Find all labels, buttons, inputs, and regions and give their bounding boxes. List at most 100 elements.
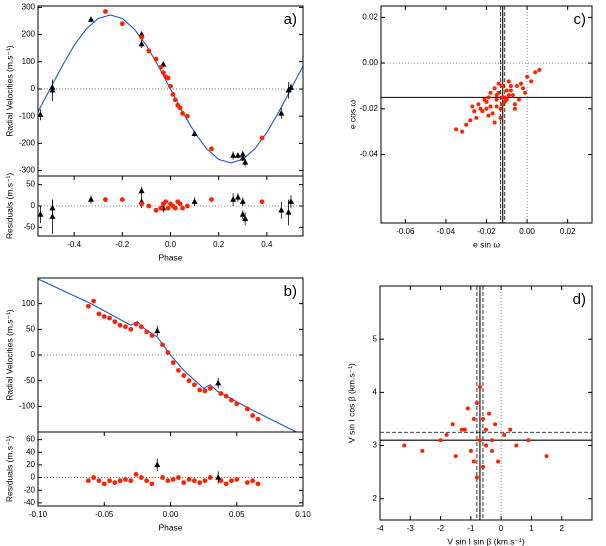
x-tick-label: 0.0 — [165, 240, 177, 249]
data-point — [508, 83, 513, 88]
data-point — [477, 385, 482, 390]
y-tick-label: 0 — [31, 201, 36, 210]
y-tick-label: 4 — [373, 387, 378, 396]
y-tick-label: 20 — [26, 460, 35, 469]
data-point — [138, 31, 145, 37]
data-point — [500, 102, 505, 107]
data-point — [239, 154, 246, 161]
x-tick-label: -0.05 — [95, 510, 114, 519]
panel-label: a) — [284, 11, 297, 28]
data-point — [250, 478, 256, 484]
data-point — [181, 480, 187, 485]
x-axis-label: e sin ω — [473, 239, 500, 249]
y-tick-label: -100 — [19, 111, 36, 120]
data-point — [123, 477, 128, 482]
data-point — [490, 438, 495, 443]
data-point — [468, 118, 473, 123]
x-tick-label: -0.04 — [437, 227, 456, 236]
data-point — [500, 83, 505, 88]
y-tick-label: 0 — [31, 84, 36, 93]
data-point — [154, 327, 161, 334]
data-point — [526, 438, 531, 443]
y-axis-label: V sin I cos β (km.s⁻¹) — [346, 363, 356, 443]
data-point — [176, 368, 181, 373]
y-axis-label: Residuals (m.s⁻¹) — [4, 173, 14, 240]
x-tick-label: 0.2 — [213, 240, 225, 249]
data-point — [484, 99, 489, 104]
data-point — [170, 360, 176, 366]
y-axis-label: Residuals (m.s⁻¹) — [4, 436, 14, 503]
data-point — [498, 115, 503, 120]
data-point — [160, 475, 165, 480]
data-point — [158, 205, 164, 211]
data-point — [420, 448, 425, 453]
data-point — [191, 198, 198, 204]
data-point — [230, 196, 237, 202]
data-point — [172, 205, 178, 211]
data-point — [480, 416, 485, 421]
y-tick-label: 5 — [373, 334, 378, 343]
data-point — [468, 448, 473, 453]
data-point — [218, 391, 224, 396]
data-point — [496, 90, 501, 95]
data-point — [484, 106, 489, 111]
data-point — [537, 67, 542, 72]
data-point — [85, 478, 91, 484]
y-tick-label: 100 — [22, 299, 36, 308]
y-tick-label: -50 — [23, 223, 35, 232]
data-point — [474, 475, 479, 480]
data-point — [202, 388, 208, 394]
x-tick-label: 0.05 — [229, 510, 245, 519]
data-point — [160, 342, 165, 348]
plot-area — [38, 278, 303, 432]
data-point — [450, 422, 455, 427]
data-point — [278, 109, 285, 116]
data-point — [149, 333, 155, 338]
data-point — [498, 106, 503, 111]
data-point — [494, 97, 499, 102]
data-point — [229, 397, 234, 403]
plot-area — [38, 186, 303, 234]
data-point — [492, 120, 497, 125]
data-point — [133, 471, 139, 477]
data-point — [242, 215, 249, 222]
data-point — [191, 130, 198, 137]
model-curve — [38, 278, 297, 432]
data-point — [138, 40, 145, 47]
data-point — [490, 111, 495, 116]
data-point — [494, 104, 499, 109]
y-axis-label: e cos ω — [347, 99, 357, 129]
data-point — [244, 406, 250, 412]
x-tick-label: 2 — [559, 524, 564, 533]
data-point — [138, 187, 145, 194]
data-point — [464, 122, 469, 127]
y-tick-label: -200 — [19, 138, 36, 147]
data-point — [223, 393, 229, 399]
data-point — [484, 427, 488, 432]
data-point — [117, 322, 123, 328]
data-point — [38, 211, 44, 217]
x-tick-label: -0.4 — [67, 240, 81, 249]
data-point — [112, 319, 118, 325]
y-tick-label: -0.02 — [360, 104, 379, 113]
data-point — [285, 208, 292, 215]
data-point — [230, 152, 237, 158]
data-point — [119, 21, 125, 27]
data-point — [259, 199, 265, 205]
data-point — [165, 350, 171, 355]
data-point — [492, 86, 497, 91]
data-point — [158, 64, 164, 70]
data-point — [138, 324, 144, 330]
data-point — [202, 478, 208, 484]
data-point — [460, 129, 465, 134]
data-point — [215, 474, 222, 480]
x-axis-label: Phase — [158, 522, 182, 532]
data-point — [504, 88, 509, 93]
x-tick-label: 0.00 — [163, 510, 179, 519]
data-point — [107, 315, 112, 321]
data-point — [496, 81, 501, 86]
x-axis-label: V sin I sin β (km.s⁻¹) — [447, 536, 525, 546]
x-tick-label: 0.00 — [519, 227, 535, 236]
data-point — [165, 205, 171, 211]
data-point — [88, 196, 94, 202]
